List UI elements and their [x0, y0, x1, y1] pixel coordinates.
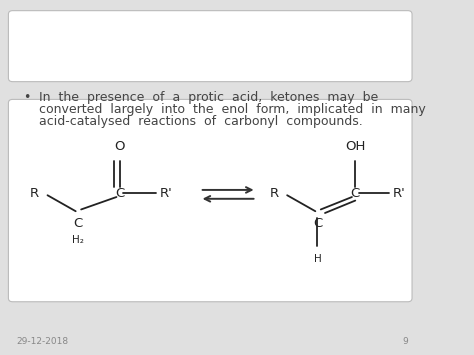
- Text: 29-12-2018: 29-12-2018: [17, 337, 69, 346]
- Text: C: C: [115, 187, 125, 200]
- Text: R: R: [30, 187, 39, 200]
- Text: acid-catalysed  reactions  of  carbonyl  compounds.: acid-catalysed reactions of carbonyl com…: [39, 115, 363, 129]
- FancyBboxPatch shape: [9, 99, 412, 302]
- Text: 9: 9: [402, 337, 408, 346]
- Text: H₂: H₂: [72, 235, 84, 245]
- Text: C: C: [351, 187, 360, 200]
- Text: H: H: [314, 254, 321, 264]
- Text: C: C: [313, 217, 322, 230]
- Text: O: O: [115, 140, 125, 153]
- Text: •: •: [23, 91, 30, 104]
- Text: C: C: [73, 217, 82, 230]
- Text: R': R': [393, 187, 406, 200]
- Text: converted  largely  into  the  enol  form,  implicated  in  many: converted largely into the enol form, im…: [39, 103, 426, 116]
- Text: R': R': [160, 187, 173, 200]
- Text: R: R: [270, 187, 279, 200]
- Text: In  the  presence  of  a  protic  acid,  ketones  may  be: In the presence of a protic acid, ketone…: [39, 91, 378, 104]
- Text: OH: OH: [345, 140, 365, 153]
- FancyBboxPatch shape: [9, 11, 412, 82]
